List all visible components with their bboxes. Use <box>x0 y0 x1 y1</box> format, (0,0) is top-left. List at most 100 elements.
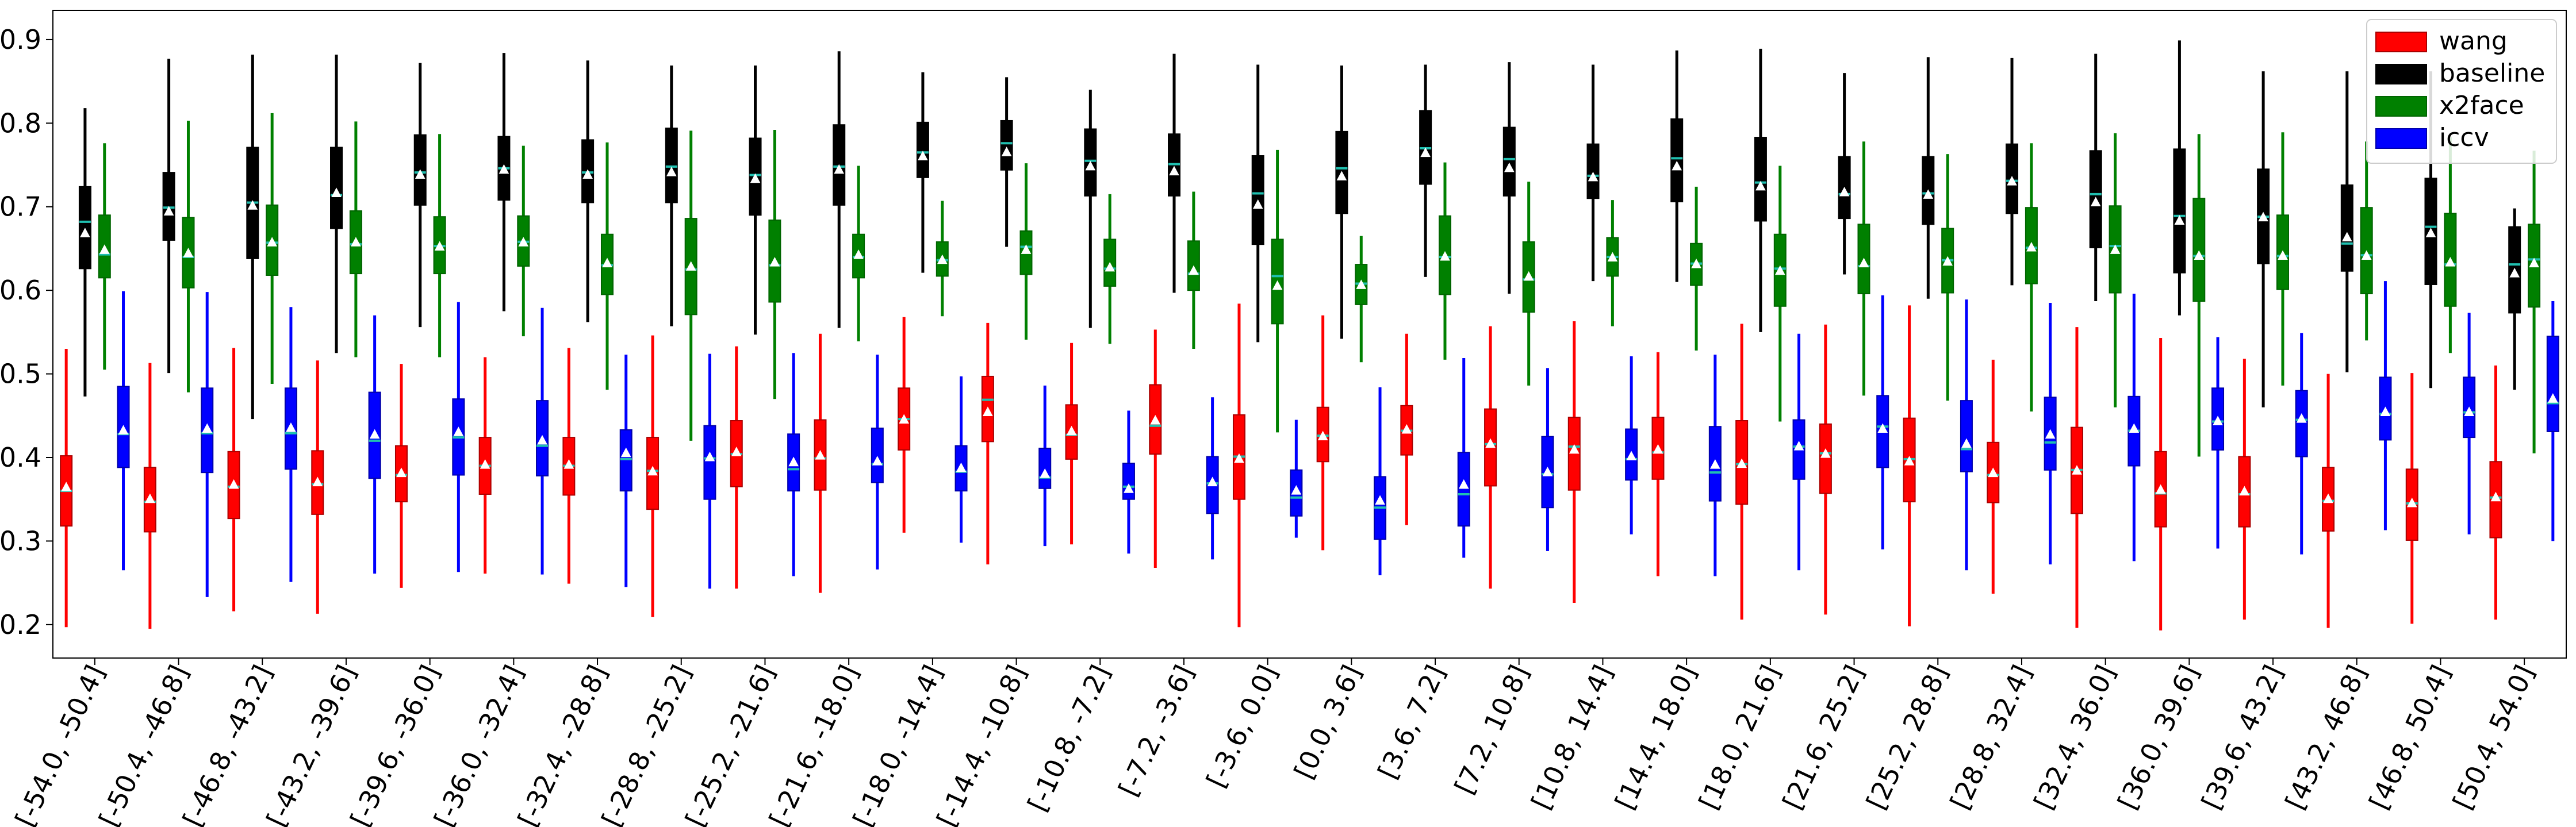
box-wang <box>2238 359 2251 620</box>
x-tick-label: [-50.4, -46.8] <box>93 660 194 827</box>
box-wang <box>2322 374 2335 628</box>
mean-marker <box>1923 189 1934 199</box>
box-iccv <box>1038 385 1052 547</box>
box-x2face <box>98 143 111 370</box>
mean-marker <box>2026 241 2037 252</box>
legend-box <box>2366 19 2557 164</box>
mean-marker <box>2406 497 2417 507</box>
mean-marker <box>983 406 993 416</box>
box-iccv <box>452 302 465 572</box>
mean-marker <box>2529 257 2539 268</box>
box-iccv <box>2211 337 2225 549</box>
mean-marker <box>2425 228 2436 237</box>
x-tick-label: [-14.4, -10.8] <box>930 660 1032 827</box>
box-x2face <box>182 120 195 393</box>
box-iccv <box>117 291 130 571</box>
mean-marker <box>1291 485 1302 495</box>
mean-marker <box>312 476 323 487</box>
mean-marker <box>2509 268 2520 278</box>
mean-marker <box>731 447 742 456</box>
mean-marker <box>602 257 612 268</box>
mean-marker <box>1653 444 1663 454</box>
y-tick-label: 0.2 <box>0 609 41 640</box>
box-iccv <box>2295 333 2308 555</box>
x-tick-label: [-7.2, -3.6] <box>1113 660 1200 801</box>
box-x2face <box>433 134 446 357</box>
mean-marker <box>918 151 928 160</box>
box-iccv <box>1960 299 1973 571</box>
legend: wang baseline x2face iccv <box>2366 19 2557 164</box>
box-iccv <box>2463 313 2476 534</box>
mean-marker <box>750 173 761 183</box>
mean-marker <box>1375 495 1385 505</box>
box-iccv <box>871 355 884 570</box>
mean-marker <box>872 456 883 466</box>
box-body <box>2295 390 2308 457</box>
box-wang <box>1400 333 1413 525</box>
box-iccv <box>368 315 381 574</box>
box-wang <box>730 346 743 589</box>
box-iccv <box>703 353 716 589</box>
box-body <box>871 428 884 483</box>
box-wang <box>1232 303 1245 628</box>
mean-marker <box>1691 259 1701 268</box>
mean-marker <box>1485 438 1496 448</box>
box-wang <box>394 364 408 588</box>
box-wang <box>143 363 156 629</box>
mean-marker <box>1904 456 1915 466</box>
mean-marker <box>564 459 574 469</box>
mean-marker <box>620 447 631 457</box>
box-body <box>1960 400 1973 472</box>
box-baseline <box>833 51 846 328</box>
box-iccv <box>201 292 214 597</box>
box-body <box>1586 143 1600 199</box>
box-body <box>1754 137 1767 222</box>
mean-marker <box>1877 423 1888 433</box>
mean-marker <box>1793 441 1804 451</box>
box-iccv <box>1541 368 1554 551</box>
mean-marker <box>1504 162 1515 172</box>
box-x2face <box>2109 133 2122 407</box>
x-tick-label: [10.8, 14.4] <box>1525 660 1619 814</box>
box-body <box>2340 184 2353 272</box>
box-iccv <box>1122 410 1135 554</box>
box-body <box>1000 120 1013 171</box>
box-baseline <box>1084 90 1097 328</box>
box-x2face <box>517 145 530 337</box>
box-iccv <box>284 307 297 582</box>
x-tick-label: [50.4, 54.0] <box>2447 660 2540 814</box>
box-iccv <box>2128 293 2141 561</box>
x-tick-label: [39.6, 43.2] <box>2195 660 2289 814</box>
mean-marker <box>1336 171 1347 180</box>
mean-marker <box>286 422 296 432</box>
box-wang <box>1567 321 1581 603</box>
box-iccv <box>1374 387 1387 576</box>
box-x2face <box>684 130 697 441</box>
mean-marker <box>1001 147 1012 156</box>
box-x2face <box>1857 141 1870 396</box>
legend-label-iccv: iccv <box>2439 123 2489 152</box>
mean-marker <box>1234 453 1244 463</box>
box-body <box>2192 198 2206 302</box>
mean-marker <box>2194 250 2205 260</box>
box-baseline <box>497 53 511 311</box>
box-x2face <box>1606 200 1619 326</box>
box-baseline <box>78 108 91 397</box>
box-wang <box>2489 366 2502 620</box>
x-tick-label: [28.8, 32.4] <box>1944 660 2038 814</box>
box-x2face <box>1773 166 1787 422</box>
box-baseline <box>2006 57 2019 286</box>
mean-marker <box>2445 257 2456 267</box>
box-x2face <box>2528 151 2541 453</box>
mean-marker <box>704 451 715 461</box>
box-wang <box>478 357 492 574</box>
box-x2face <box>1103 194 1117 344</box>
box-x2face <box>2444 137 2457 353</box>
mean-marker <box>453 426 464 436</box>
box-x2face <box>2360 141 2373 341</box>
mean-marker <box>1420 147 1431 157</box>
mean-marker <box>1440 251 1450 261</box>
mean-marker <box>1401 424 1412 434</box>
box-wang <box>646 335 660 617</box>
